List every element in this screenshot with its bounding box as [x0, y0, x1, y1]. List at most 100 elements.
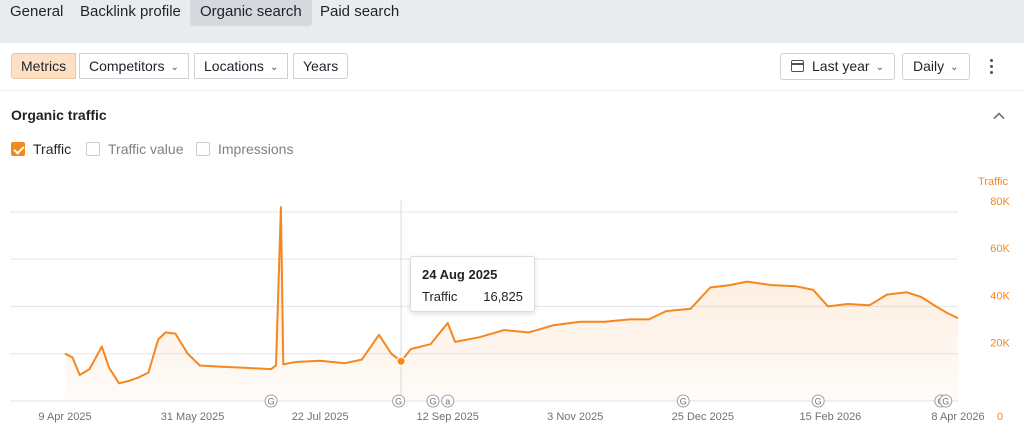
x-tick-label: 12 Sep 2025 — [417, 411, 479, 423]
data-point[interactable] — [78, 373, 82, 377]
data-point[interactable] — [527, 330, 531, 334]
kebab-menu-icon[interactable] — [980, 57, 1004, 77]
data-point[interactable] — [318, 359, 322, 363]
data-point[interactable] — [578, 320, 582, 324]
marker-circle — [392, 394, 406, 408]
data-point[interactable] — [269, 367, 273, 371]
data-point[interactable] — [946, 312, 950, 316]
y-tick-label: 0 — [997, 411, 1003, 423]
data-point[interactable] — [186, 352, 190, 356]
hover-tooltip: 24 Aug 2025 Traffic 16,825 — [410, 256, 535, 312]
tab-general[interactable]: General — [10, 3, 64, 20]
marker-circle — [811, 394, 825, 408]
date-range-dropdown[interactable]: Last year ⌄ — [780, 53, 895, 80]
data-point[interactable] — [343, 361, 347, 365]
data-point[interactable] — [63, 352, 67, 356]
granularity-dropdown[interactable]: Daily ⌄ — [902, 53, 970, 80]
data-point[interactable] — [127, 379, 131, 383]
data-point[interactable] — [770, 283, 774, 287]
data-point[interactable] — [245, 366, 249, 370]
marker-circle — [264, 394, 278, 408]
data-point[interactable] — [429, 342, 433, 346]
impressions-checkbox-label: Impressions — [218, 141, 294, 157]
marker-label: a — [445, 397, 450, 407]
data-point[interactable] — [164, 330, 168, 334]
marker-circle — [441, 394, 455, 408]
data-point[interactable] — [647, 317, 651, 321]
data-point[interactable] — [478, 335, 482, 339]
data-point[interactable] — [502, 328, 506, 332]
data-point[interactable] — [294, 360, 298, 364]
data-point[interactable] — [446, 321, 450, 325]
marker-circle — [426, 394, 440, 408]
traffic-checkbox[interactable]: Traffic — [11, 141, 71, 157]
data-point[interactable] — [627, 317, 631, 321]
data-point[interactable] — [904, 290, 908, 294]
data-point[interactable] — [708, 285, 712, 289]
y-tick-label: 60K — [990, 243, 1010, 255]
data-point[interactable] — [728, 283, 732, 287]
update-marker-icon[interactable]: G — [939, 394, 953, 408]
traffic-line — [64, 206, 959, 385]
data-point[interactable] — [274, 364, 278, 368]
data-point[interactable] — [956, 316, 960, 320]
tab-paid-search[interactable]: Paid search — [320, 3, 400, 20]
data-point[interactable] — [220, 365, 224, 369]
update-marker-icon[interactable]: G — [811, 394, 825, 408]
data-point[interactable] — [664, 309, 668, 313]
data-point[interactable] — [100, 345, 104, 349]
data-point[interactable] — [88, 367, 92, 371]
data-point[interactable] — [826, 304, 830, 308]
traffic-value-checkbox-label: Traffic value — [108, 141, 184, 157]
data-point[interactable] — [689, 307, 693, 311]
data-point[interactable] — [70, 355, 74, 359]
collapse-chevron-up-icon[interactable] — [993, 110, 1005, 122]
data-point[interactable] — [117, 381, 121, 385]
chevron-down-icon: ⌄ — [875, 62, 884, 73]
tooltip-series-name: Traffic — [422, 289, 458, 304]
data-point[interactable] — [794, 284, 798, 288]
data-point[interactable] — [146, 371, 150, 375]
data-point[interactable] — [137, 375, 141, 379]
traffic-value-checkbox[interactable]: Traffic value — [86, 141, 183, 157]
update-marker-icon[interactable]: G — [426, 394, 440, 408]
data-point[interactable] — [919, 295, 923, 299]
update-marker-icon[interactable]: G — [392, 394, 406, 408]
data-point[interactable] — [811, 288, 815, 292]
chart-toolbar: Metrics Competitors ⌄ Locations ⌄ Years La… — [0, 43, 1024, 91]
calendar-icon — [791, 60, 804, 72]
update-marker-icon[interactable]: G — [264, 394, 278, 408]
data-point[interactable] — [409, 347, 413, 351]
tab-backlink-profile[interactable]: Backlink profile — [80, 3, 181, 20]
data-point[interactable] — [279, 205, 283, 209]
years-button[interactable]: Years — [293, 53, 349, 79]
data-point[interactable] — [934, 304, 938, 308]
tooltip-date: 24 Aug 2025 — [422, 267, 498, 282]
update-marker-icon[interactable]: a — [441, 394, 455, 408]
data-point[interactable] — [156, 338, 160, 342]
data-point[interactable] — [107, 366, 111, 370]
locations-dropdown[interactable]: Locations ⌄ — [194, 53, 289, 79]
data-point[interactable] — [551, 323, 555, 327]
data-point[interactable] — [377, 333, 381, 337]
report-tabs-bar: General Backlink profile Organic search … — [0, 0, 1024, 43]
competitors-dropdown[interactable]: Competitors ⌄ — [79, 53, 189, 79]
x-tick-label: 25 Dec 2025 — [672, 411, 734, 423]
update-marker-icon[interactable]: G — [676, 394, 690, 408]
impressions-checkbox[interactable]: Impressions — [196, 141, 293, 157]
data-point[interactable] — [453, 340, 457, 344]
data-point[interactable] — [198, 364, 202, 368]
data-point[interactable] — [389, 352, 393, 356]
data-point[interactable] — [603, 320, 607, 324]
data-point[interactable] — [868, 303, 872, 307]
x-tick-label: 8 Apr 2026 — [931, 411, 984, 423]
data-point[interactable] — [846, 302, 850, 306]
tab-organic-search[interactable]: Organic search — [190, 0, 312, 26]
data-point[interactable] — [281, 362, 285, 366]
data-point[interactable] — [360, 358, 364, 362]
data-point[interactable] — [885, 293, 889, 297]
metrics-button[interactable]: Metrics — [11, 53, 77, 79]
data-point[interactable] — [173, 332, 177, 336]
data-point[interactable] — [745, 280, 749, 284]
x-tick-label: 31 May 2025 — [161, 411, 225, 423]
